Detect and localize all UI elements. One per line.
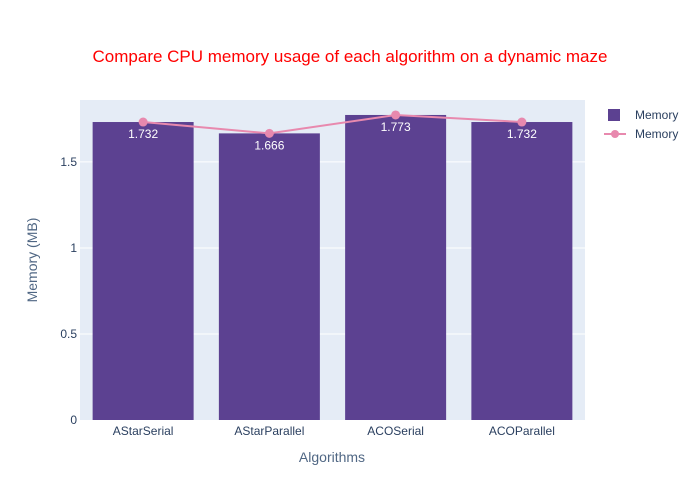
series-line — [143, 113, 522, 135]
legend-label: Memory — [635, 127, 678, 141]
x-axis-title: Algorithms — [299, 449, 365, 465]
bar-data-label: 1.732 — [128, 127, 158, 141]
bar-series: 1.732 1.666 1.773 1.732 — [92, 114, 573, 420]
legend[interactable]: Memory Memory — [604, 108, 678, 141]
y-tick-label: 0.5 — [60, 327, 77, 341]
x-tick-label: ACOParallel — [489, 424, 555, 438]
x-tick-label: AStarSerial — [113, 424, 174, 438]
y-axis-title: Memory (MB) — [24, 218, 40, 303]
legend-label: Memory — [635, 108, 678, 122]
x-axis-ticks: AStarSerial AStarParallel ACOSerial ACOPara… — [113, 424, 555, 438]
x-tick-label: AStarParallel — [234, 424, 304, 438]
bar[interactable] — [92, 122, 194, 420]
legend-swatch-marker — [611, 130, 619, 138]
line-point[interactable] — [517, 117, 527, 127]
legend-item-bar[interactable]: Memory — [608, 108, 678, 122]
bar[interactable] — [345, 114, 447, 420]
bar[interactable] — [471, 122, 573, 420]
line-point[interactable] — [391, 110, 401, 120]
y-tick-label: 0 — [70, 413, 77, 427]
x-tick-label: ACOSerial — [367, 424, 424, 438]
y-tick-label: 1.5 — [60, 155, 77, 169]
line-point[interactable] — [264, 128, 274, 138]
chart-title: Compare CPU memory usage of each algorit… — [93, 47, 608, 66]
y-tick-label: 1 — [70, 241, 77, 255]
line-point[interactable] — [138, 117, 148, 127]
bar-data-label: 1.666 — [254, 138, 284, 152]
bar-data-label: 1.732 — [507, 127, 537, 141]
legend-swatch-bar — [608, 109, 620, 121]
y-axis-ticks: 0 0.5 1 1.5 — [60, 155, 77, 427]
line-series — [138, 110, 527, 138]
bar[interactable] — [218, 133, 320, 420]
legend-item-line[interactable]: Memory — [604, 127, 678, 141]
bar-data-label: 1.773 — [381, 120, 411, 134]
